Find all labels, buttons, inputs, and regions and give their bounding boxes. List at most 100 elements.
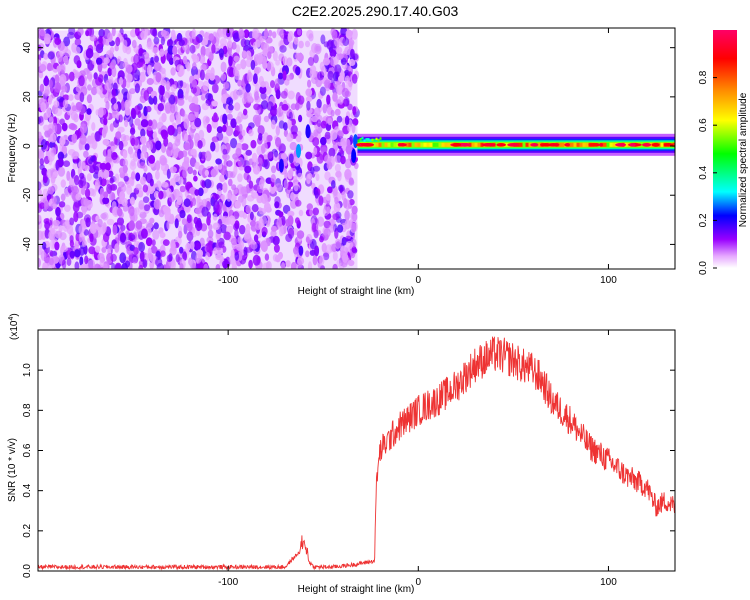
noise-cell [231,262,237,269]
noise-cell [38,214,42,222]
tone-peak-cell [564,143,570,147]
noise-cell [89,35,97,42]
noise-cell [58,224,63,233]
noise-cell [134,83,140,94]
noise-cell [347,190,354,199]
noise-cell [210,168,217,178]
noise-cell [334,108,341,116]
noise-cell [74,249,81,258]
noise-cell [139,161,146,169]
tone-cell [444,142,448,147]
noise-cell [243,108,248,116]
noise-cell [91,86,98,96]
noise-cell [185,242,191,252]
noise-cell [39,83,45,93]
noise-cell [190,148,197,156]
noise-cell [85,48,94,59]
noise-cell [274,150,278,158]
noise-cell [246,195,255,202]
noise-cell [331,180,336,189]
noise-cell [169,113,175,123]
noise-cell [275,125,280,136]
noise-cell [42,262,49,269]
tone-peak-cell [588,143,599,147]
noise-cell [293,246,299,255]
tone-peak-cell [507,143,519,147]
noise-cell [326,206,331,215]
noise-cell [221,216,227,224]
noise-cell [102,197,110,205]
colorbar-tick-label: 0.2 [698,213,709,227]
noise-cell [191,66,198,77]
noise-cell [75,101,83,111]
noise-cell [216,203,221,213]
noise-cell [306,173,311,185]
noise-cell [119,76,123,86]
noise-cell [187,166,193,175]
noise-cell [305,96,313,103]
noise-cell [350,222,357,233]
noise-cell [198,129,205,140]
noise-cell [94,179,101,191]
noise-cell [205,251,211,261]
noise-cell [57,166,66,177]
noise-cell [245,223,251,235]
noise-cell [129,151,135,159]
tone-cell [576,142,580,147]
noise-cell [60,245,68,253]
noise-cell [59,49,65,57]
noise-cell [99,162,107,170]
noise-cell [336,46,343,54]
tone-cell [573,142,577,147]
noise-cell [159,232,166,239]
noise-cell [110,253,117,262]
noise-cell [116,217,125,226]
noise-cell [245,58,253,68]
tone-cell [393,142,397,147]
tone-cell [384,142,388,147]
noise-cell [189,44,196,54]
noise-cell [91,188,97,197]
noise-cell [160,79,167,87]
noise-cell [238,251,243,261]
noise-cell [149,260,155,269]
noise-cell [288,168,294,177]
noise-cell [237,173,243,183]
noise-cell [72,185,79,196]
noise-cell [308,33,314,42]
noise-cell [298,40,304,49]
noise-cell [87,84,92,91]
noise-cell [222,136,229,144]
noise-cell [129,127,136,135]
noise-cell [165,80,171,91]
noise-cell [117,126,125,133]
noise-cell [71,105,77,112]
noise-cell [89,223,97,235]
x-tick-label: -100 [218,275,238,286]
noise-cell [186,231,194,242]
noise-cell [142,259,148,269]
noise-cell [140,228,148,239]
noise-cell [228,215,236,226]
noise-cell [334,64,342,75]
noise-cell [267,151,274,162]
noise-cell [122,39,128,49]
tone-cell [558,142,562,147]
noise-cell [270,230,277,238]
noise-cell [48,257,54,266]
noise-cell [272,235,280,246]
noise-cell [240,58,247,70]
noise-cell [52,122,58,134]
noise-cell [126,180,132,189]
noise-cell [206,69,212,76]
noise-cell [307,56,315,66]
tone-cell [537,142,541,147]
noise-cell [334,37,341,47]
noise-cell [38,203,43,213]
noise-cell [260,100,269,110]
noise-cell [322,103,328,114]
noise-cell [162,239,170,247]
noise-cell [153,199,161,210]
noise-cell [39,158,44,166]
